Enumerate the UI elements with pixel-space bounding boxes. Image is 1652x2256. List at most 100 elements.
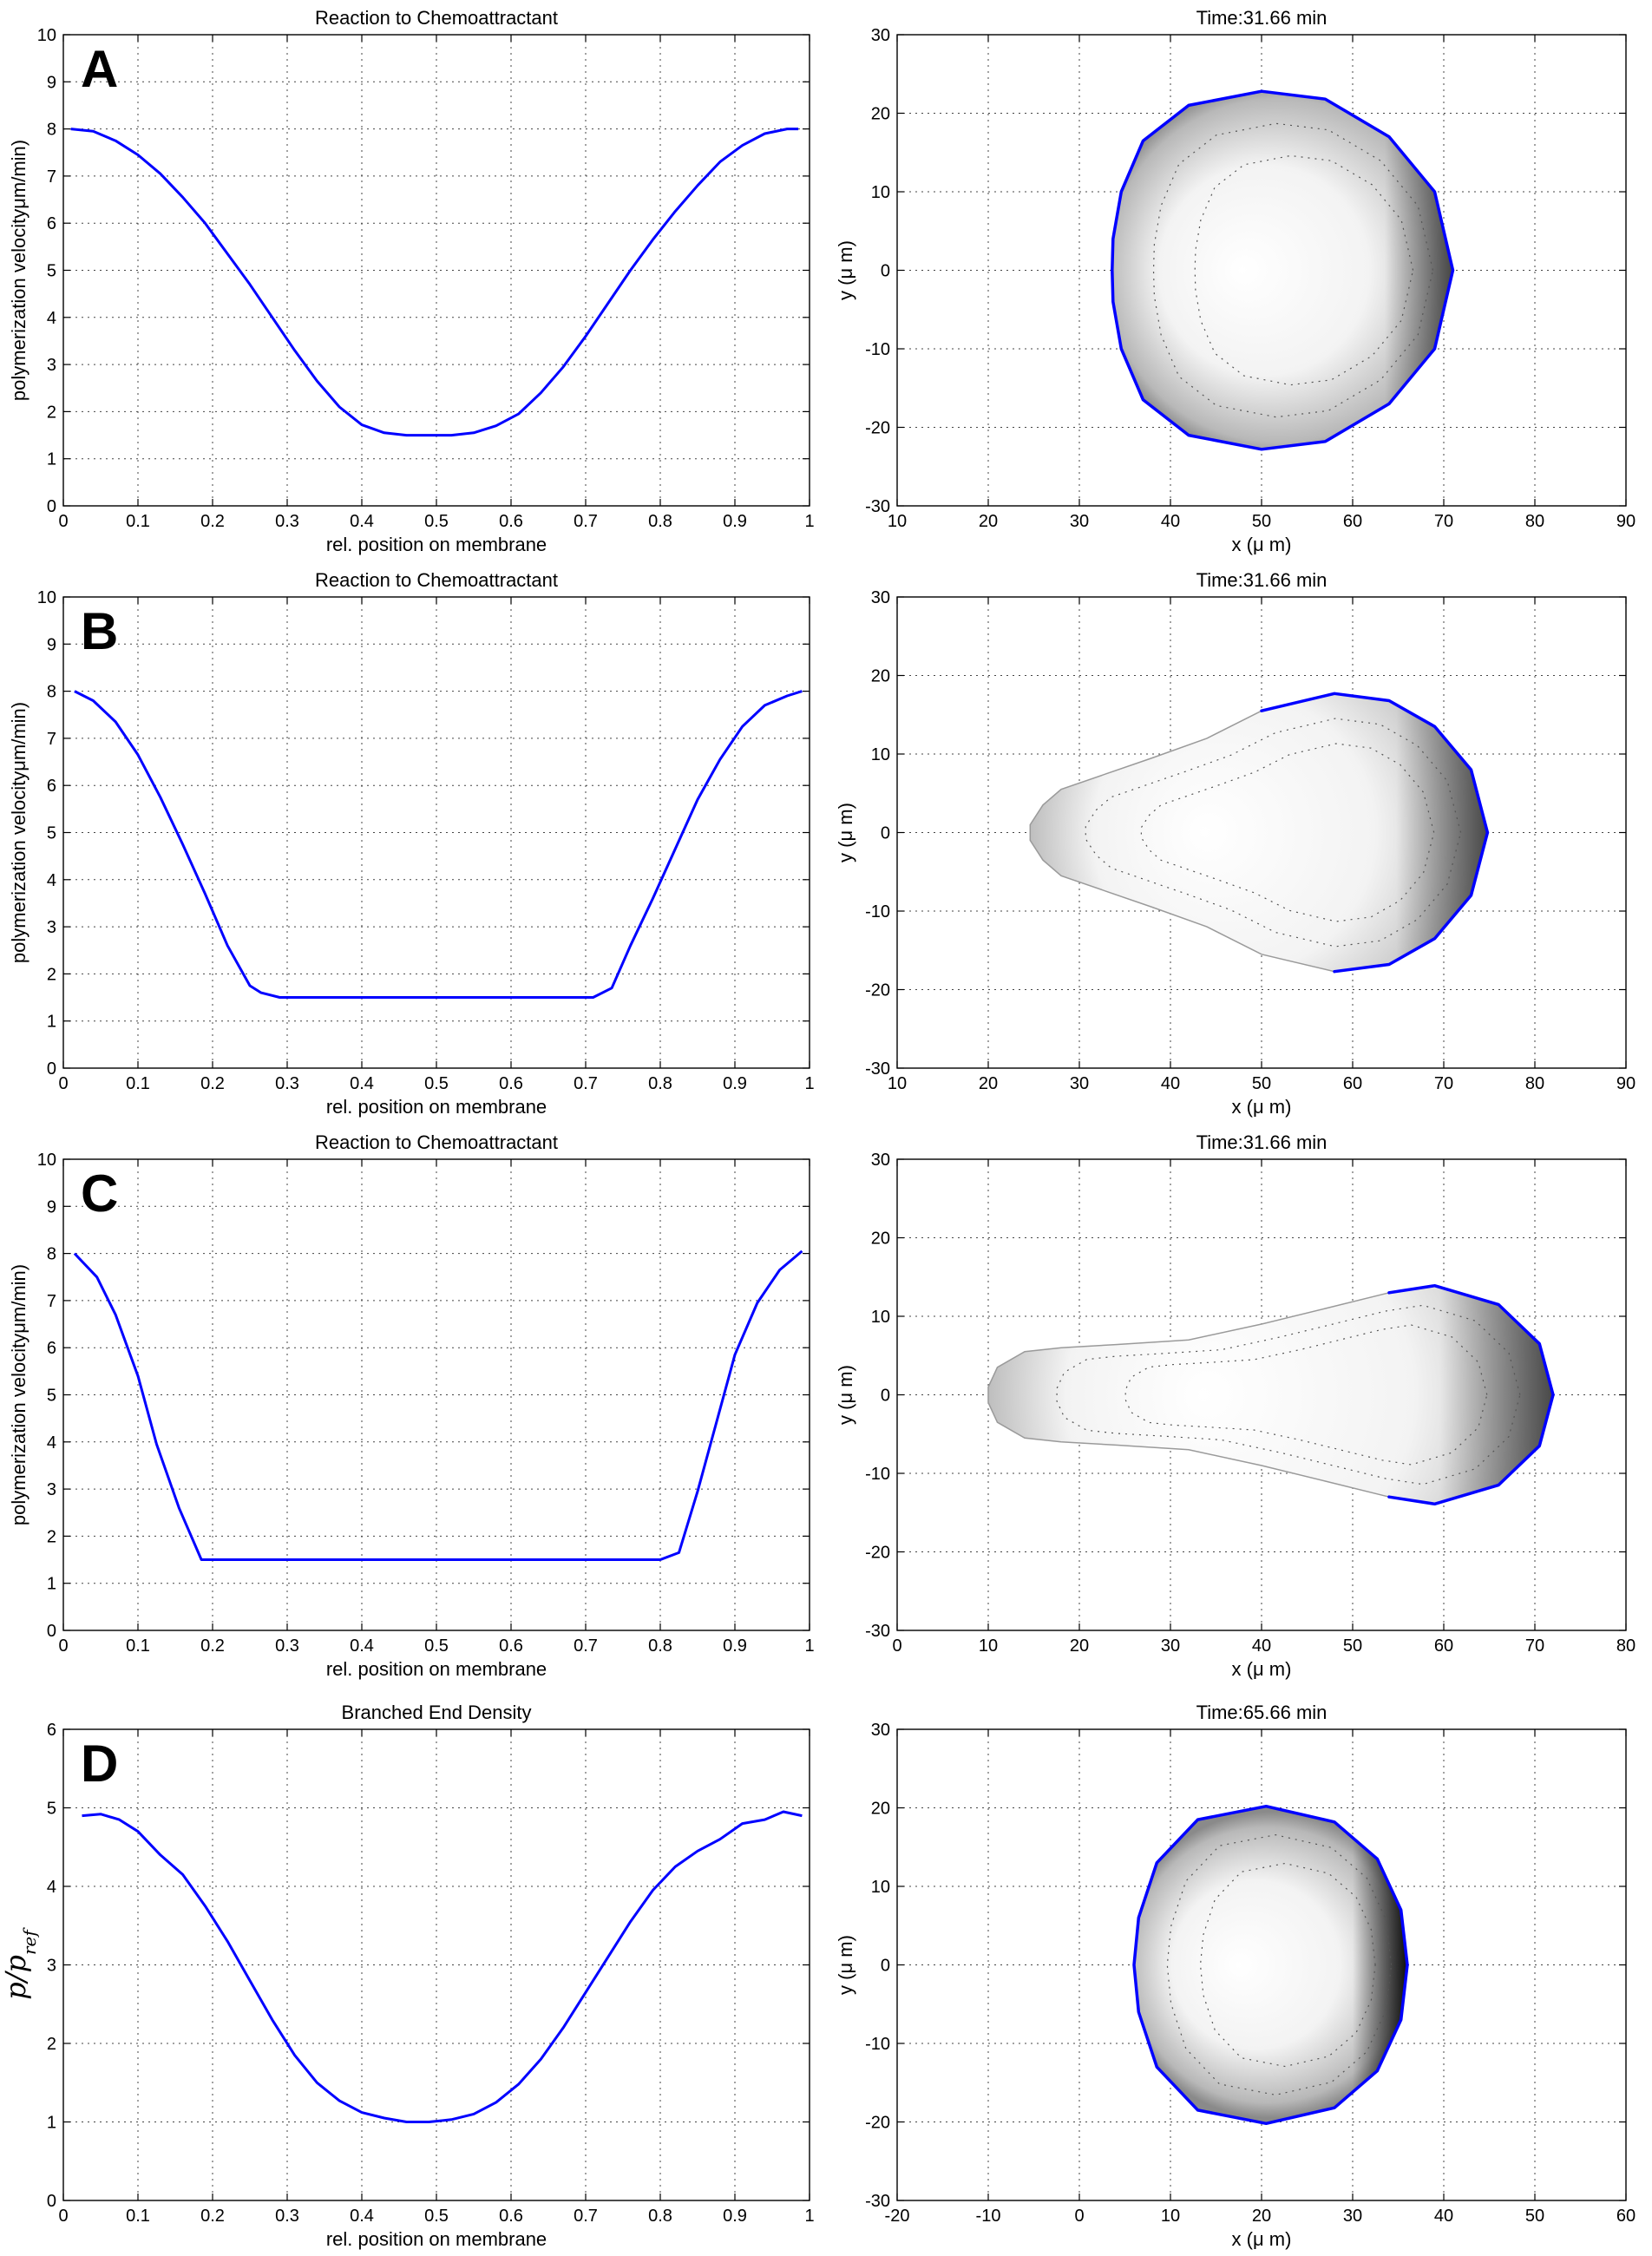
x-tick-label: 10 <box>979 1636 998 1656</box>
x-tick-label: 30 <box>1070 1074 1089 1093</box>
x-tick-label: 0.2 <box>200 1074 225 1093</box>
x-axis-label: rel. position on membrane <box>326 1096 547 1118</box>
y-tick-label: -20 <box>865 981 890 1000</box>
x-tick-label: 30 <box>1070 512 1089 531</box>
y-tick-label: 10 <box>871 183 890 202</box>
y-tick-label: 8 <box>47 121 56 140</box>
x-tick-label: 0 <box>58 1074 68 1093</box>
x-tick-label: 50 <box>1252 512 1271 531</box>
y-tick-label: 9 <box>47 73 56 92</box>
y-tick-label: 7 <box>47 1292 56 1311</box>
panel-d-cell-shape-plot: Time:65.66 min x (μ m) y (μ m) -20 -10 0 10… <box>835 1702 1636 2250</box>
x-tick-label: 0.8 <box>648 2207 672 2226</box>
y-tick-label: 3 <box>47 356 56 375</box>
y-tick-label: 2 <box>47 403 56 422</box>
x-tick-label: 20 <box>979 512 998 531</box>
y-tick-label: 2 <box>47 1527 56 1546</box>
x-tick-label: 0.2 <box>200 512 225 531</box>
x-tick-label: 0.1 <box>126 512 150 531</box>
series-line <box>82 1810 803 2123</box>
y-tick-label: 4 <box>47 1878 56 1897</box>
y-tick-label: 10 <box>37 588 56 607</box>
x-tick-label: 90 <box>1616 1074 1636 1093</box>
x-axis-label: rel. position on membrane <box>326 1658 547 1680</box>
y-tick-label: 0 <box>47 1622 56 1641</box>
inner-contour <box>1124 1324 1488 1466</box>
membrane-outline <box>1132 1804 1409 2126</box>
y-tick-label: 0 <box>881 1957 890 1976</box>
y-axis-label: polymerization velocityμm/min) <box>8 1264 30 1525</box>
y-tick-label: 6 <box>47 214 56 233</box>
y-tick-label: 0 <box>47 2192 56 2211</box>
x-tick-label: 0.9 <box>723 512 747 531</box>
x-tick-label: 0 <box>58 1636 68 1656</box>
x-tick-label: 20 <box>1252 2207 1271 2226</box>
panel-letter: D <box>81 1735 118 1793</box>
x-tick-label: 60 <box>1616 2207 1636 2226</box>
y-tick-label: -10 <box>865 2035 890 2054</box>
y-tick-label: 3 <box>47 918 56 937</box>
y-tick-label: 8 <box>47 683 56 702</box>
panel-a-cell-shape-plot: Time:31.66 min x (μ m) y (μ m) 10 20 30 40 5… <box>835 7 1636 555</box>
panel-c-line-chart: Reaction to Chemoattractant rel. positio… <box>8 1131 815 1680</box>
y-tick-label: -30 <box>865 2192 890 2211</box>
x-tick-label: 70 <box>1525 1636 1544 1656</box>
x-tick-label: 0.1 <box>126 1636 150 1656</box>
y-axis-label: y (μ m) <box>835 240 856 300</box>
chart-title: Reaction to Chemoattractant <box>315 1131 558 1153</box>
x-tick-label: 80 <box>1616 1636 1636 1656</box>
y-tick-label: 20 <box>871 105 890 124</box>
x-tick-label: 0.3 <box>275 1074 299 1093</box>
x-tick-label: 60 <box>1343 1074 1362 1093</box>
panel-d-line-chart: Branched End Density rel. position on me… <box>0 1702 815 2250</box>
x-tick-label: 40 <box>1434 2207 1453 2226</box>
x-tick-label: 0.5 <box>424 2207 449 2226</box>
chart-title: Reaction to Chemoattractant <box>315 569 558 591</box>
y-axis-label: p/pref <box>0 1927 40 2000</box>
chart-title: Reaction to Chemoattractant <box>315 7 558 29</box>
x-tick-label: 40 <box>1161 1074 1180 1093</box>
y-tick-label: 30 <box>871 26 890 45</box>
y-axis-label: polymerization velocityμm/min) <box>8 140 30 401</box>
y-tick-label: 0 <box>881 1387 890 1406</box>
x-tick-label: 0.1 <box>126 2207 150 2226</box>
chart-title: Time:31.66 min <box>1196 1131 1328 1153</box>
x-tick-label: 10 <box>1161 2207 1180 2226</box>
y-tick-label: 5 <box>47 262 56 281</box>
x-tick-label: 30 <box>1161 1636 1180 1656</box>
x-tick-label: 0.7 <box>574 2207 598 2226</box>
y-tick-label: 10 <box>37 26 56 45</box>
plot-area <box>63 1159 810 1630</box>
x-tick-label: 0.7 <box>574 1636 598 1656</box>
membrane-outline <box>1260 692 1490 835</box>
panel-letter: A <box>81 40 118 98</box>
y-tick-label: -20 <box>865 419 890 438</box>
x-axis-label: x (μ m) <box>1232 1096 1292 1118</box>
y-tick-label: 10 <box>37 1151 56 1170</box>
x-tick-label: 1 <box>804 1636 814 1656</box>
series-line <box>73 1249 803 1561</box>
x-tick-label: 0.7 <box>574 512 598 531</box>
y-tick-label: 9 <box>47 635 56 654</box>
membrane-outline <box>1111 89 1455 451</box>
x-tick-label: 0.3 <box>275 1636 299 1656</box>
series-line <box>70 128 799 437</box>
y-tick-label: -20 <box>865 2114 890 2133</box>
y-tick-label: 8 <box>47 1245 56 1264</box>
y-tick-label: 1 <box>47 1575 56 1594</box>
panel-c-cell-shape-plot: Time:31.66 min x (μ m) y (μ m) 0 10 20 30 40… <box>835 1131 1636 1680</box>
x-tick-label: 70 <box>1434 512 1453 531</box>
x-tick-label: 40 <box>1161 512 1180 531</box>
x-tick-label: 0.8 <box>648 512 672 531</box>
x-tick-label: 50 <box>1343 1636 1362 1656</box>
y-tick-label: 0 <box>881 824 890 843</box>
y-tick-label: 30 <box>871 1151 890 1170</box>
y-tick-label: 20 <box>871 1800 890 1819</box>
inner-contour <box>1166 1833 1393 2096</box>
y-tick-label: 10 <box>871 745 890 764</box>
x-tick-label: 60 <box>1434 1636 1453 1656</box>
cell-front-shading <box>988 1285 1553 1505</box>
x-tick-label: 90 <box>1616 512 1636 531</box>
x-tick-label: 60 <box>1343 512 1362 531</box>
